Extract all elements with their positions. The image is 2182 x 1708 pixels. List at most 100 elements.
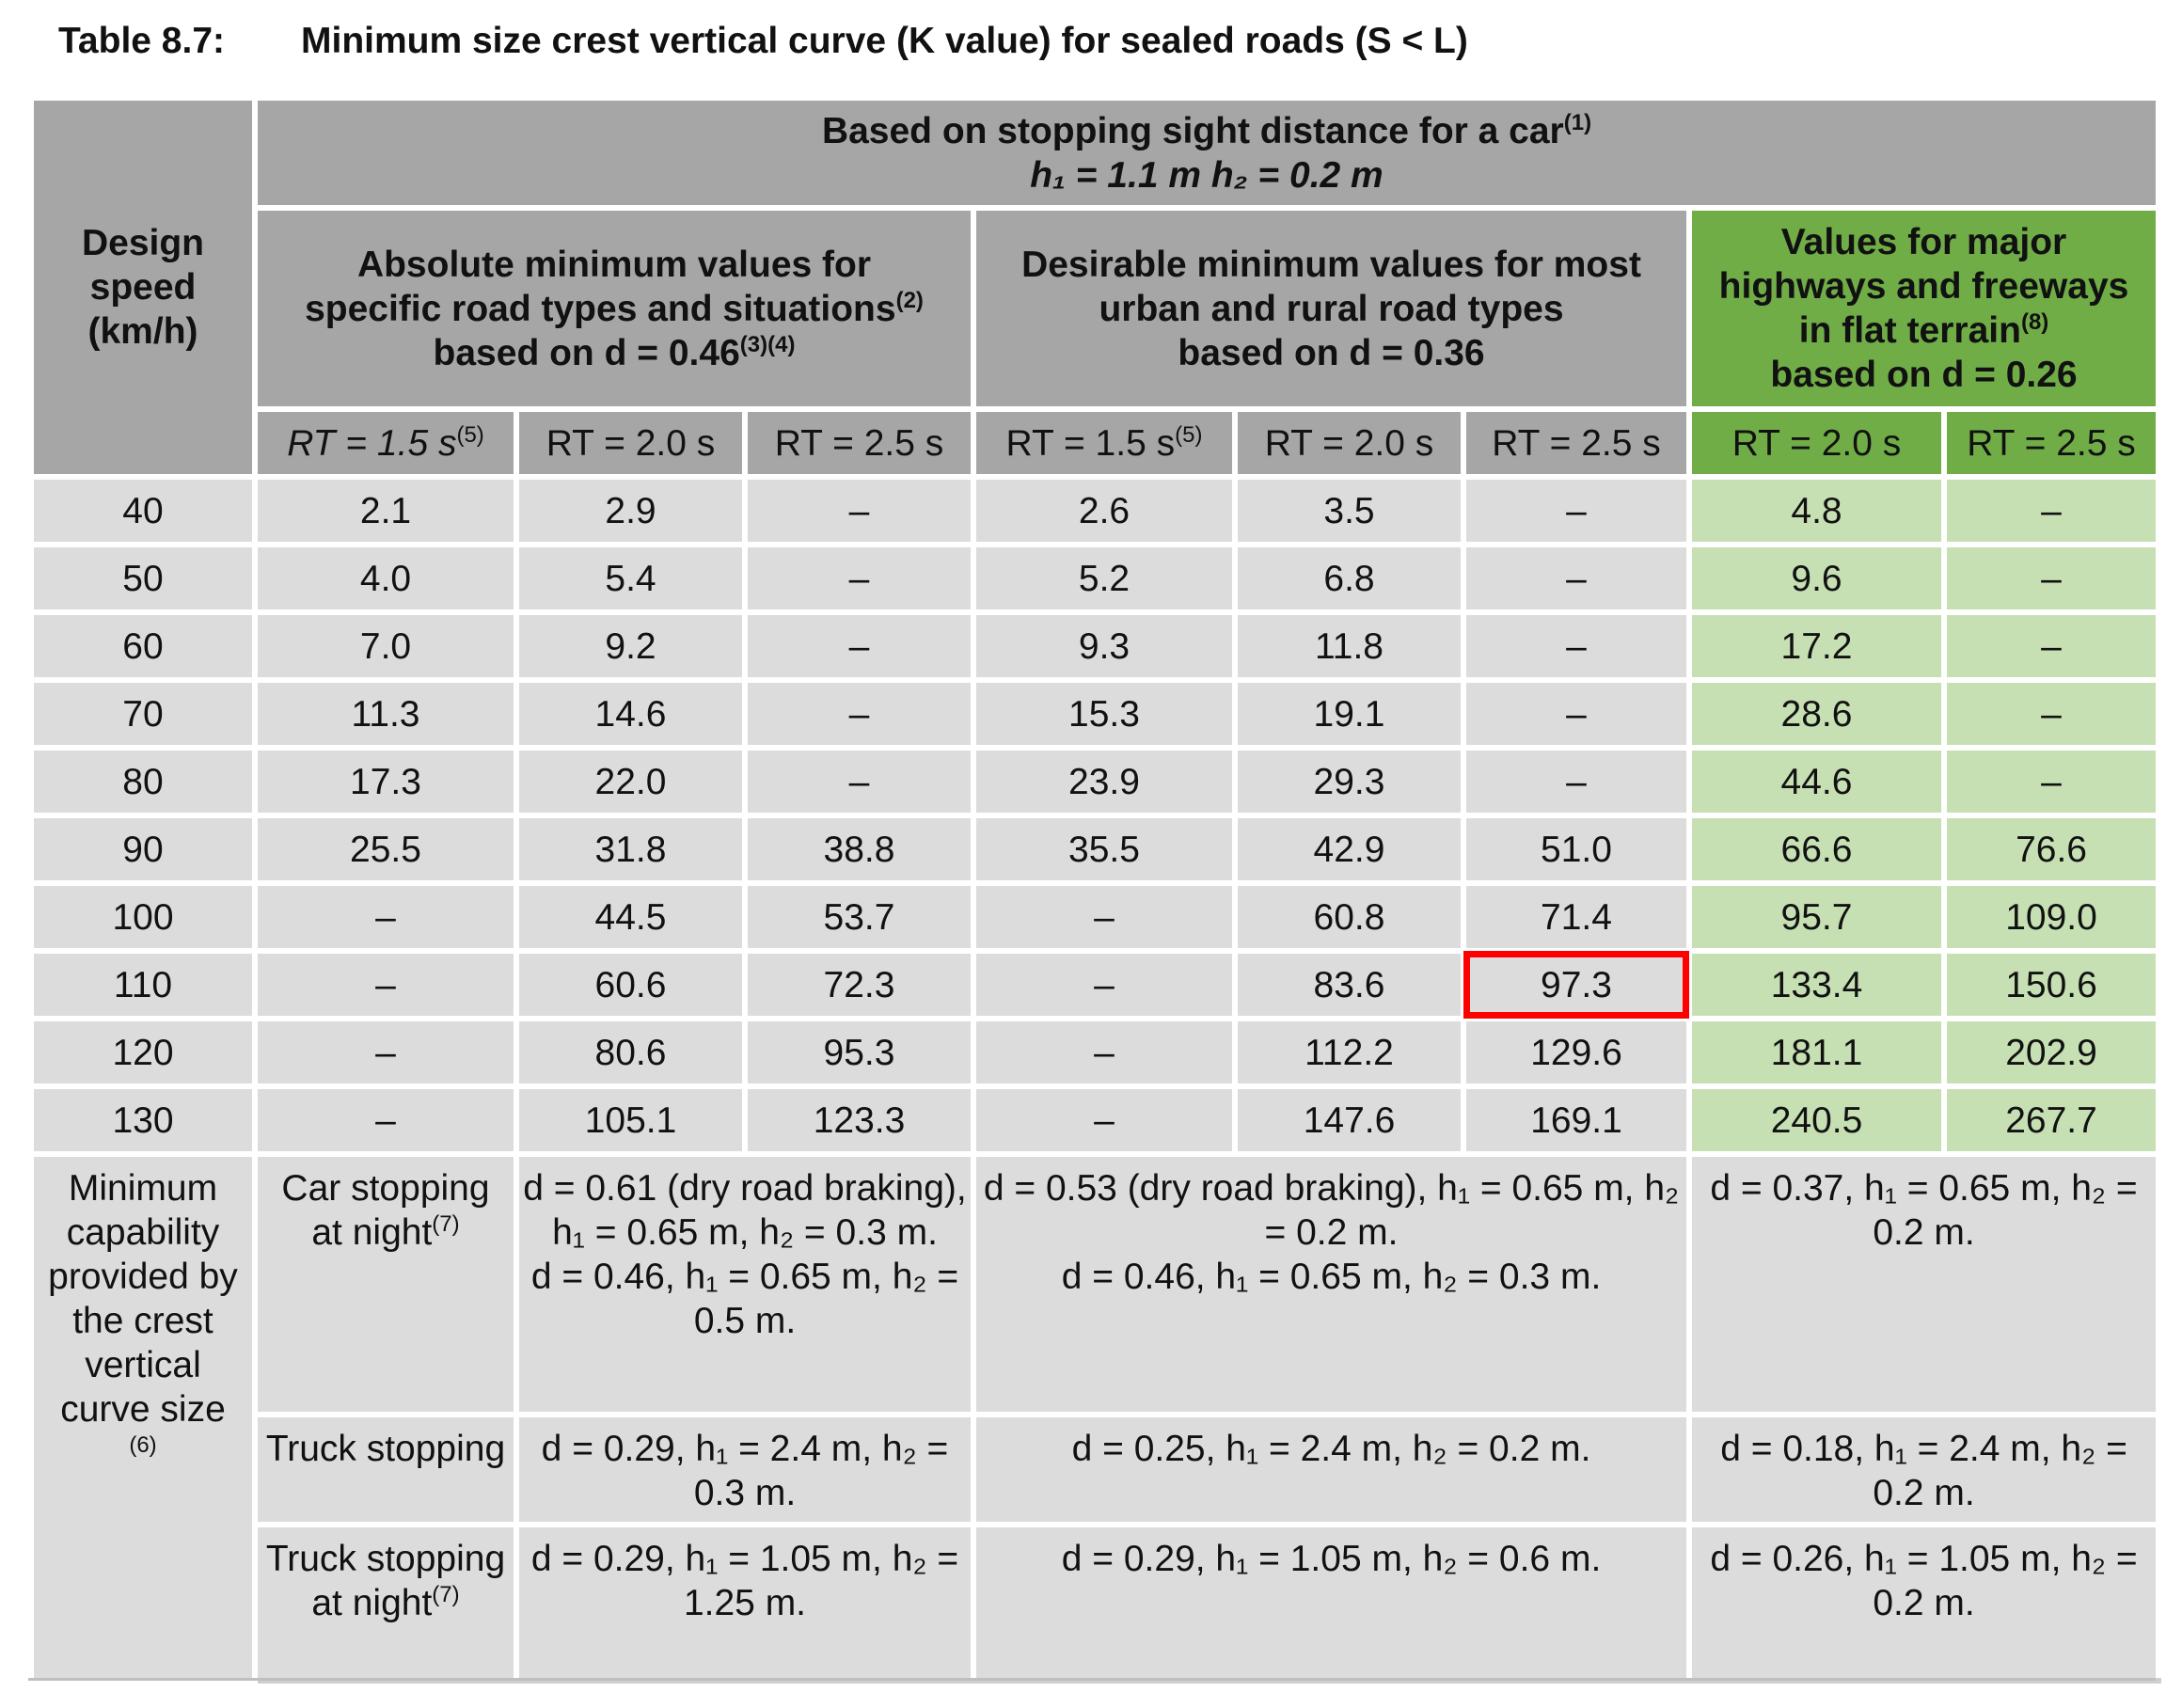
table-row: 60 7.0 9.2 – 9.3 11.8 – 17.2 – xyxy=(28,609,2162,683)
table-row: 130 – 105.1 123.3 – 147.6 169.1 240.5 26… xyxy=(28,1083,2162,1157)
value-cell: 23.9 xyxy=(971,745,1238,818)
speed-cell: 40 xyxy=(28,474,258,547)
value-cell: – xyxy=(971,1016,1238,1089)
value-cell: 202.9 xyxy=(1940,1016,2162,1089)
table-row: 40 2.1 2.9 – 2.6 3.5 – 4.8 – xyxy=(28,474,2162,547)
value-cell: 9.3 xyxy=(971,609,1238,683)
value-cell: 76.6 xyxy=(1940,813,2162,886)
footer-row: Minimum capability provided by the crest… xyxy=(28,1151,2162,1684)
condition-major: d = 0.26, h₁ = 1.05 m, h₂ = 0.2 m. xyxy=(1685,1522,2162,1684)
condition-desirable: d = 0.29, h₁ = 1.05 m, h₂ = 0.6 m. xyxy=(971,1522,1692,1684)
value-cell: 83.6 xyxy=(1232,948,1466,1021)
speed-cell: 70 xyxy=(28,677,258,751)
value-cell: 11.3 xyxy=(252,677,519,751)
value-cell: 19.1 xyxy=(1232,677,1466,751)
value-cell: – xyxy=(252,1016,519,1089)
value-cell: – xyxy=(252,880,519,954)
value-cell: – xyxy=(1940,745,2162,818)
table-row: 100 – 44.5 53.7 – 60.8 71.4 95.7 109.0 xyxy=(28,880,2162,954)
value-cell: – xyxy=(1940,677,2162,751)
value-cell: – xyxy=(1940,474,2162,547)
speed-cell: 80 xyxy=(28,745,258,818)
value-cell: 72.3 xyxy=(742,948,976,1021)
footer-row: Truck stopping d = 0.29, h₁ = 2.4 m, h₂ … xyxy=(31,1412,2162,1527)
value-cell: 7.0 xyxy=(252,609,519,683)
value-cell: 17.2 xyxy=(1686,609,1947,683)
value-cell: 4.8 xyxy=(1686,474,1947,547)
rt-header: RT = 2.0 s xyxy=(1686,406,1947,480)
value-cell: 105.1 xyxy=(514,1083,748,1157)
value-cell: 147.6 xyxy=(1232,1083,1466,1157)
value-cell: – xyxy=(742,745,976,818)
value-cell: 71.4 xyxy=(1461,880,1692,954)
value-cell: 2.1 xyxy=(252,474,519,547)
value-cell: 28.6 xyxy=(1686,677,1947,751)
k-value-table: Design speed (km/h) Based on stopping si… xyxy=(28,95,2162,1684)
value-cell: 15.3 xyxy=(971,677,1238,751)
condition-desirable: d = 0.53 (dry road braking), h₁ = 0.65 m… xyxy=(971,1151,1692,1417)
value-cell: 123.3 xyxy=(742,1083,976,1157)
value-cell: 35.5 xyxy=(971,813,1238,886)
value-cell: 60.8 xyxy=(1232,880,1466,954)
table-number: Table 8.7: xyxy=(58,21,226,61)
value-cell: 14.6 xyxy=(514,677,748,751)
condition-desirable: d = 0.25, h₁ = 2.4 m, h₂ = 0.2 m. xyxy=(971,1412,1692,1527)
value-cell: 11.8 xyxy=(1232,609,1466,683)
value-cell: – xyxy=(1461,677,1692,751)
value-cell: – xyxy=(742,542,976,615)
top-group-header: Based on stopping sight distance for a c… xyxy=(251,95,2162,211)
value-cell: 95.7 xyxy=(1686,880,1947,954)
table-row: 80 17.3 22.0 – 23.9 29.3 – 44.6 – xyxy=(28,745,2162,818)
rt-header: RT = 2.0 s xyxy=(1232,406,1466,480)
value-cell: – xyxy=(1940,542,2162,615)
condition-absolute: d = 0.29, h₁ = 2.4 m, h₂ = 0.3 m. xyxy=(514,1412,976,1527)
value-cell: 5.2 xyxy=(971,542,1238,615)
speed-cell: 60 xyxy=(28,609,258,683)
condition-label: Car stopping at night(7) xyxy=(252,1151,519,1417)
value-cell: 44.5 xyxy=(514,880,748,954)
rt-header: RT = 2.5 s xyxy=(1461,406,1692,480)
value-cell: – xyxy=(1461,609,1692,683)
value-cell: 22.0 xyxy=(514,745,748,818)
rt-header: RT = 1.5 s(5) xyxy=(252,406,519,480)
value-cell: – xyxy=(1461,542,1692,615)
value-cell: 112.2 xyxy=(1232,1016,1466,1089)
table-bottom-rule xyxy=(28,1678,2156,1681)
rt-header: RT = 2.5 s xyxy=(1940,406,2162,480)
value-cell: – xyxy=(971,880,1238,954)
value-cell: – xyxy=(1940,609,2162,683)
condition-major: d = 0.37, h₁ = 0.65 m, h₂ = 0.2 m. xyxy=(1685,1151,2162,1417)
value-cell: 95.3 xyxy=(742,1016,976,1089)
condition-label: Truck stopping at night(7) xyxy=(252,1522,519,1684)
condition-absolute: d = 0.29, h₁ = 1.05 m, h₂ = 1.25 m. xyxy=(514,1522,976,1684)
highlighted-value-cell: 97.3 xyxy=(1461,948,1692,1021)
value-cell: 6.8 xyxy=(1232,542,1466,615)
condition-label: Truck stopping xyxy=(252,1412,519,1527)
condition-absolute: d = 0.61 (dry road braking), h₁ = 0.65 m… xyxy=(514,1151,976,1417)
rt-header: RT = 2.5 s xyxy=(742,406,976,480)
value-cell: 51.0 xyxy=(1461,813,1692,886)
value-cell: 169.1 xyxy=(1461,1083,1692,1157)
value-cell: 44.6 xyxy=(1686,745,1947,818)
value-cell: 9.6 xyxy=(1686,542,1947,615)
value-cell: – xyxy=(1461,745,1692,818)
value-cell: – xyxy=(252,948,519,1021)
table-row: 90 25.5 31.8 38.8 35.5 42.9 51.0 66.6 76… xyxy=(28,813,2162,886)
value-cell: 181.1 xyxy=(1686,1016,1947,1089)
speed-cell: 90 xyxy=(28,813,258,886)
value-cell: 42.9 xyxy=(1232,813,1466,886)
value-cell: 25.5 xyxy=(252,813,519,886)
table-caption: Table 8.7: Minimum size crest vertical cu… xyxy=(58,21,1468,62)
speed-cell: 110 xyxy=(28,948,258,1021)
value-cell: 129.6 xyxy=(1461,1016,1692,1089)
value-cell: 31.8 xyxy=(514,813,748,886)
value-cell: 80.6 xyxy=(514,1016,748,1089)
value-cell: 2.9 xyxy=(514,474,748,547)
value-cell: 66.6 xyxy=(1686,813,1947,886)
value-cell: – xyxy=(742,609,976,683)
value-cell: – xyxy=(971,948,1238,1021)
speed-cell: 120 xyxy=(28,1016,258,1089)
table-row: 120 – 80.6 95.3 – 112.2 129.6 181.1 202.… xyxy=(28,1016,2162,1089)
absolute-min-header: Absolute minimum values for specific roa… xyxy=(252,205,976,412)
speed-cell: 50 xyxy=(28,542,258,615)
